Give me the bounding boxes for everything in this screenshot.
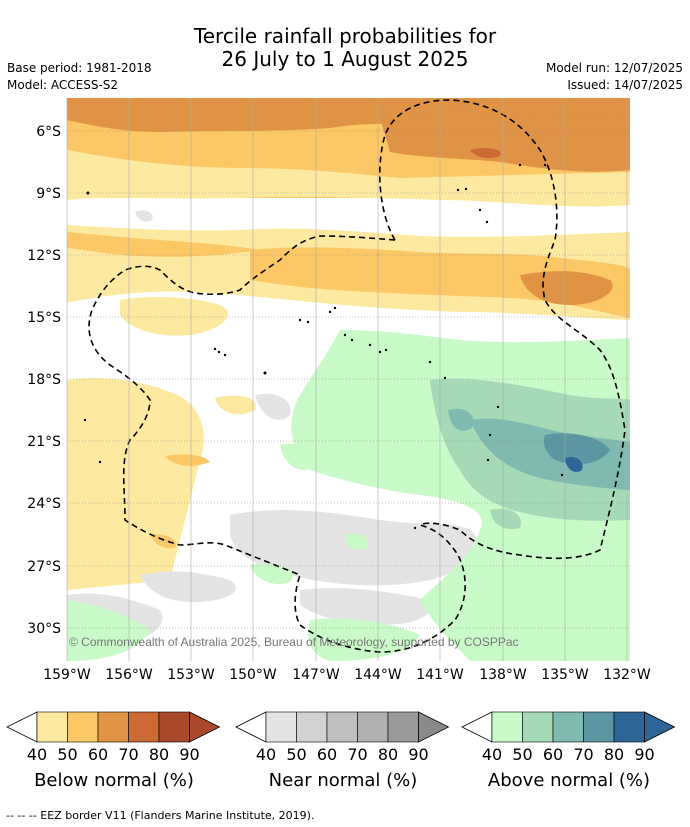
colorbar-max-arrow [189, 711, 221, 743]
colorbar-near: 40 50 60 70 80 90 [235, 711, 450, 764]
eez-borders [88, 99, 626, 653]
probability-field [67, 98, 630, 661]
colorbar-segment [326, 711, 358, 743]
lat-label: 30°S [27, 621, 61, 637]
colorbar-tick-label: 80 [378, 745, 398, 764]
lat-label: 6°S [36, 124, 61, 140]
colorbar-max-arrow [418, 711, 450, 743]
colorbar-tick-label: 90 [408, 745, 428, 764]
colorbar-segment [67, 711, 99, 743]
lon-label: 159°W [43, 667, 91, 683]
lon-label: 132°W [603, 667, 651, 683]
lat-label: 9°S [36, 186, 61, 202]
lon-label: 141°W [416, 667, 464, 683]
colorbar-tick-label: 50 [286, 745, 306, 764]
colorbar-tick-label: 60 [317, 745, 337, 764]
colorbar-segment [97, 711, 129, 743]
base-period: Base period: 1981-2018 [7, 61, 152, 75]
issued-date: Issued: 14/07/2025 [567, 78, 683, 92]
colorbar-tick-label: 60 [88, 745, 108, 764]
eez-footnote: -- -- -- EEZ border V11 (Flanders Marine… [6, 809, 315, 822]
colorbar-below: 40 50 60 70 80 90 [6, 711, 221, 764]
lat-label: 27°S [27, 559, 61, 575]
colorbar-segment [583, 711, 615, 743]
colorbar-max-arrow [644, 711, 676, 743]
above-normal-label: Above normal (%) [487, 770, 651, 791]
colorbar-segment [522, 711, 554, 743]
lat-label: 21°S [27, 434, 61, 450]
colorbar-tick-label: 70 [573, 745, 593, 764]
title-line-1: Tercile rainfall probabilities for [193, 24, 497, 48]
model-run: Model run: 12/07/2025 [545, 61, 683, 75]
title-line-2: 26 July to 1 August 2025 [221, 47, 469, 71]
model-name: Model: ACCESS-S2 [7, 78, 119, 92]
lon-label: 153°W [167, 667, 215, 683]
island-markers [83, 163, 564, 530]
lon-label: 156°W [105, 667, 153, 683]
colorbar-tick-label: 40 [256, 745, 276, 764]
colorbar-tick-label: 50 [512, 745, 532, 764]
lat-label: 24°S [27, 496, 61, 512]
lon-label: 150°W [229, 667, 277, 683]
below-normal-label: Below normal (%) [34, 770, 194, 791]
colorbar-segment [613, 711, 645, 743]
colorbar-segment [36, 711, 68, 743]
colorbar-tick-label: 60 [543, 745, 563, 764]
lat-gridlines [67, 130, 630, 629]
near-normal-label: Near normal (%) [268, 770, 418, 791]
lat-label: 18°S [27, 372, 61, 388]
lat-label: 15°S [27, 310, 61, 326]
colorbar-tick-label: 80 [149, 745, 169, 764]
lon-label: 135°W [541, 667, 589, 683]
colorbar-tick-label: 50 [57, 745, 77, 764]
colorbar-min-arrow [6, 711, 38, 743]
colorbar-segment [387, 711, 419, 743]
lat-label: 12°S [27, 248, 61, 264]
colorbar-tick-label: 90 [179, 745, 199, 764]
colorbar-segment [357, 711, 389, 743]
colorbars: 40 50 60 70 80 90 40 50 60 70 80 90 40 50 60 70 80 90 [6, 711, 676, 764]
colorbar-segment [158, 711, 190, 743]
lon-labels: 159°W 156°W 153°W 150°W 147°W 144°W 141°… [43, 667, 651, 683]
lon-gridlines [66, 98, 628, 661]
lat-labels: 6°S 9°S 12°S 15°S 18°S 21°S 24°S 27°S 30… [27, 124, 61, 637]
lon-label: 147°W [292, 667, 340, 683]
colorbar-min-arrow [235, 711, 267, 743]
colorbar-tick-label: 40 [27, 745, 47, 764]
colorbar-segment [552, 711, 584, 743]
colorbar-segment [296, 711, 328, 743]
colorbar-tick-label: 40 [482, 745, 502, 764]
colorbar-tick-label: 80 [604, 745, 624, 764]
colorbar-tick-label: 70 [118, 745, 138, 764]
lon-label: 138°W [479, 667, 527, 683]
copyright-text: © Commonwealth of Australia 2025, Bureau… [69, 635, 519, 649]
colorbar-segment [491, 711, 523, 743]
colorbar-segment [128, 711, 160, 743]
colorbar-above: 40 50 60 70 80 90 [461, 711, 676, 764]
colorbar-tick-label: 90 [634, 745, 654, 764]
colorbar-segment [265, 711, 297, 743]
colorbar-min-arrow [461, 711, 493, 743]
lon-label: 144°W [354, 667, 402, 683]
colorbar-tick-label: 70 [347, 745, 367, 764]
